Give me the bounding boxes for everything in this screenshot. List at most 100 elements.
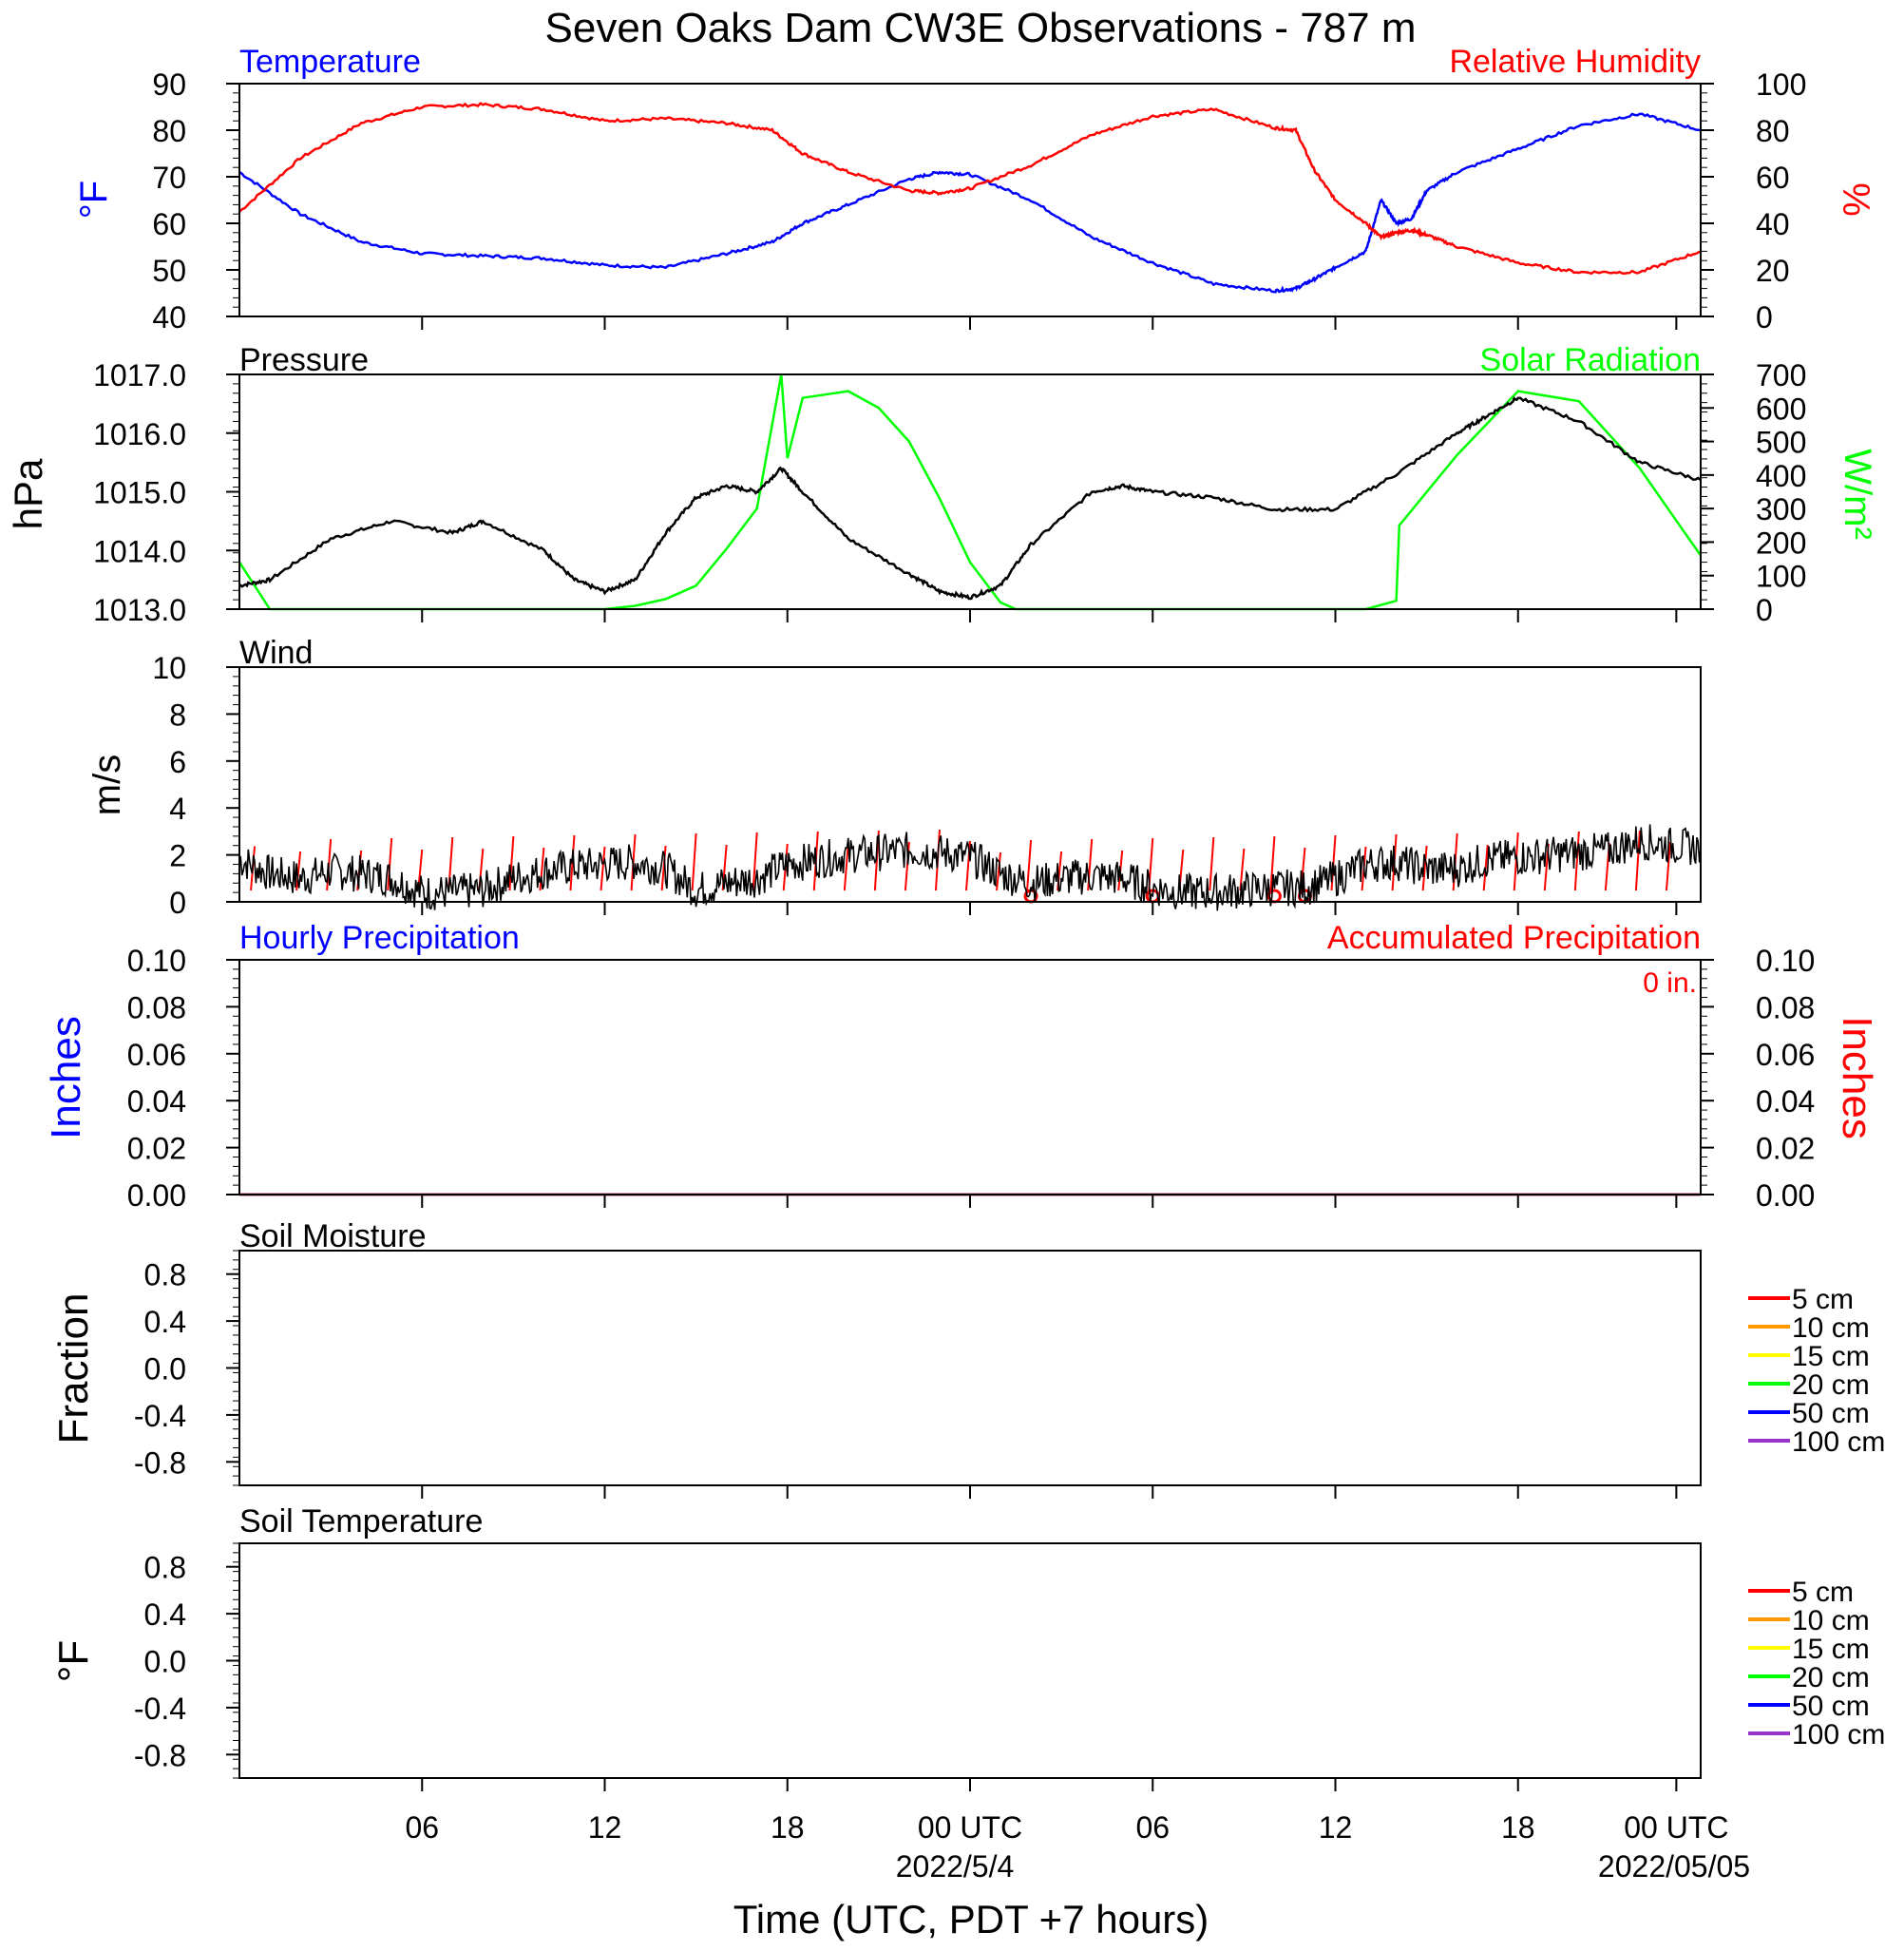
soil-temperature-unit: °F <box>50 1640 97 1682</box>
y-tick-label: -0.8 <box>134 1445 186 1480</box>
y-tick-label: 200 <box>1756 526 1806 560</box>
y-tick-label: 80 <box>1756 114 1790 148</box>
y-tick-label: 80 <box>152 114 186 148</box>
solar-radiation-line <box>238 373 1703 611</box>
y-tick-label: 0.4 <box>144 1305 186 1339</box>
temperature-title: Temperature <box>239 44 421 80</box>
pressure-axis-ticks: 1017.0 1016.0 1015.0 1014.0 1013.0 <box>93 358 239 627</box>
wind-barb <box>1209 836 1215 891</box>
y-tick-label: 400 <box>1756 459 1806 493</box>
y-tick-label: 0.0 <box>144 1352 186 1387</box>
y-tick-label: -0.8 <box>134 1738 186 1772</box>
y-tick-label: 0.04 <box>127 1084 186 1119</box>
accum-precip-unit: Inches <box>1834 1016 1880 1139</box>
accum-precip-total: 0 in. <box>1643 967 1697 999</box>
humidity-axis-ticks: 100 80 60 40 20 0 <box>1701 67 1806 335</box>
humidity-title: Relative Humidity <box>1449 44 1701 80</box>
legend-label: 100 cm <box>1792 1719 1885 1750</box>
legend-label: 15 cm <box>1792 1341 1870 1372</box>
y-tick-label: 1015.0 <box>93 476 186 510</box>
y-tick-label: 0.08 <box>1756 990 1815 1024</box>
y-tick-label: 1013.0 <box>93 593 186 627</box>
x-tick-label: 00 UTC <box>1624 1810 1728 1845</box>
legend-label: 5 cm <box>1792 1577 1854 1608</box>
y-tick-label: 0.02 <box>1756 1132 1815 1166</box>
pressure-solar-frame <box>238 373 1702 610</box>
wind-barb <box>873 830 880 891</box>
soil-temperature-panel: Soil Temperature °F 0.8 0.4 0.0 -0.4 -0.8 5 … <box>50 1503 1885 1779</box>
y-tick-label: 0 <box>1756 593 1773 627</box>
wind-frame <box>238 666 1702 903</box>
legend-label: 15 cm <box>1792 1634 1870 1665</box>
y-tick-label: 0.8 <box>144 1258 186 1292</box>
x-tick-label: 18 <box>1501 1810 1535 1845</box>
legend-label: 100 cm <box>1792 1426 1885 1458</box>
y-tick-label: 0 <box>1756 300 1773 335</box>
wind-title: Wind <box>239 635 313 671</box>
y-tick-label: 20 <box>1756 254 1790 288</box>
y-tick-label: 0.02 <box>127 1132 186 1166</box>
x-tick-label: 06 <box>405 1810 439 1845</box>
legend-label: 20 cm <box>1792 1369 1870 1401</box>
y-tick-label: -0.4 <box>134 1692 186 1726</box>
y-tick-label: 10 <box>152 651 186 685</box>
y-tick-label: 0.0 <box>144 1645 186 1679</box>
wind-barb <box>1573 831 1580 891</box>
soil-temperature-frame <box>238 1542 1702 1779</box>
y-tick-label: 700 <box>1756 358 1806 392</box>
y-tick-label: 500 <box>1756 426 1806 460</box>
x-axis-title: Time (UTC, PDT +7 hours) <box>733 1897 1209 1941</box>
wind-speed-line <box>238 824 1702 911</box>
soil-moisture-title: Soil Moisture <box>239 1218 427 1254</box>
humidity-line <box>238 102 1702 276</box>
y-tick-label: 1017.0 <box>93 358 186 392</box>
y-tick-label: 0.10 <box>127 944 186 978</box>
x-tick-label: 00 UTC <box>918 1810 1022 1845</box>
y-tick-label: 100 <box>1756 67 1806 102</box>
x-tick-label: 12 <box>588 1810 622 1845</box>
soil-moisture-panel: Soil Moisture Fraction 0.8 0.4 0.0 -0.4 -0.8… <box>50 1218 1885 1486</box>
y-tick-label: 50 <box>152 254 186 288</box>
hourly-precip-unit: Inches <box>43 1016 89 1139</box>
wind-barb <box>996 851 1002 891</box>
y-tick-label: 70 <box>152 161 186 195</box>
y-tick-label: 1016.0 <box>93 417 186 451</box>
y-tick-label: -0.4 <box>134 1399 186 1433</box>
y-tick-label: 4 <box>169 792 186 826</box>
y-tick-label: 0.00 <box>127 1178 186 1213</box>
wind-barb <box>600 846 606 891</box>
y-tick-label: 300 <box>1756 492 1806 526</box>
wind-axis-ticks: 10 8 6 4 2 0 <box>152 651 239 920</box>
y-tick-label: 6 <box>169 745 186 779</box>
legend-label: 10 cm <box>1792 1312 1870 1344</box>
y-tick-label: 100 <box>1756 560 1806 594</box>
y-tick-label: 0.08 <box>127 990 186 1024</box>
legend-label: 5 cm <box>1792 1284 1854 1315</box>
y-tick-label: 8 <box>169 698 186 732</box>
pressure-solar-panel: Pressure Solar Radiation hPa W/m² 1017.0… <box>6 342 1878 627</box>
temperature-unit: °F <box>73 181 115 219</box>
date-label-2: 2022/05/05 <box>1598 1849 1750 1884</box>
accum-precip-title: Accumulated Precipitation <box>1327 920 1701 956</box>
wind-barb <box>1421 845 1428 891</box>
soil-temperature-title: Soil Temperature <box>239 1503 483 1540</box>
wind-barb <box>1026 839 1033 891</box>
chart-title: Seven Oaks Dam CW3E Observations - 787 m <box>545 5 1417 51</box>
wind-barbs <box>250 829 1671 904</box>
wind-barb <box>691 832 697 891</box>
wind-barb <box>843 842 849 891</box>
x-tick-label: 12 <box>1319 1810 1353 1845</box>
wind-barb <box>1634 830 1641 891</box>
wind-barb <box>752 832 758 891</box>
precipitation-frame <box>238 959 1702 1195</box>
legend-label: 50 cm <box>1792 1691 1870 1722</box>
pressure-title: Pressure <box>239 342 369 378</box>
accum-precip-axis-ticks: 0.10 0.08 0.06 0.04 0.02 0.00 <box>1701 944 1815 1213</box>
precipitation-panel: Hourly Precipitation Accumulated Precipi… <box>43 920 1880 1213</box>
wind-unit: m/s <box>86 755 128 815</box>
temperature-line <box>238 112 1702 294</box>
